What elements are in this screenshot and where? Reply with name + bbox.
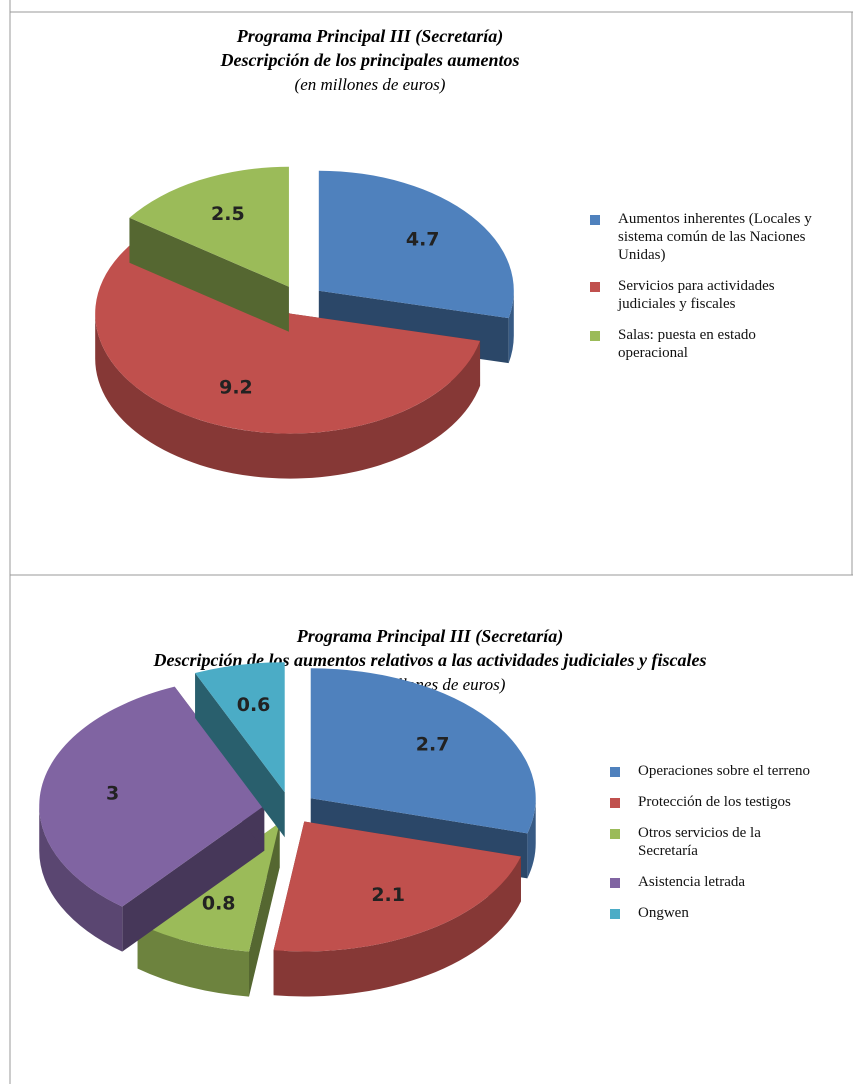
slice-wall: [95, 313, 481, 479]
legend: Aumentos inherentes (Locales y sistema c…: [590, 210, 820, 375]
slice: [195, 662, 285, 838]
data-label: 3: [106, 782, 119, 804]
legend-item: Operaciones sobre el terreno: [610, 762, 820, 780]
data-label: 0.8: [202, 892, 236, 914]
legend-label: Aumentos inherentes (Locales y sistema c…: [618, 211, 812, 263]
legend-swatch: [590, 331, 600, 341]
legend-item: Ongwen: [610, 904, 820, 922]
slice: [129, 166, 289, 332]
slice-top: [273, 821, 521, 952]
data-label: 2.5: [211, 203, 245, 225]
slice-face: [129, 217, 289, 332]
slice: [95, 244, 481, 479]
legend-item: Protección de los testigos: [610, 793, 820, 811]
slice-top: [310, 668, 536, 834]
chart-units: (en millones de euros): [295, 75, 446, 94]
legend-swatch: [610, 909, 620, 919]
legend-label: Ongwen: [638, 905, 689, 921]
legend-label: Operaciones sobre el terreno: [638, 763, 811, 779]
chart-subtitle: Descripción de los principales aumentos: [219, 50, 519, 70]
legend-item: Aumentos inherentes (Locales y sistema c…: [590, 210, 820, 264]
slice-wall: [508, 290, 514, 364]
slice-wall: [39, 805, 123, 952]
data-label: 4.7: [406, 229, 440, 251]
legend-item: Asistencia letrada: [610, 873, 820, 891]
slice-wall: [273, 856, 521, 997]
slice-top: [195, 662, 285, 793]
legend-swatch: [610, 798, 620, 808]
slice-top: [39, 686, 265, 907]
slice-top: [129, 166, 289, 287]
legend-label: Protección de los testigos: [638, 794, 791, 810]
slice: [39, 686, 265, 952]
legend-item: Salas: puesta en estado operacional: [590, 326, 820, 362]
legend-swatch: [610, 878, 620, 888]
data-label: 9.2: [219, 377, 253, 399]
legend-swatch: [610, 829, 620, 839]
slice-face: [195, 672, 285, 838]
legend-label: Otros servicios de la Secretaría: [638, 825, 761, 859]
legend-item: Otros servicios de la Secretaría: [610, 824, 820, 860]
slice-wall: [527, 798, 536, 879]
legend-label: Asistencia letrada: [638, 874, 746, 890]
chart-title: Programa Principal III (Secretaría): [296, 626, 564, 647]
data-label: 2.1: [371, 884, 405, 906]
legend-item: Servicios para actividades judiciales y …: [590, 277, 820, 313]
legend-label: Servicios para actividades judiciales y …: [618, 278, 775, 312]
slice: [273, 821, 521, 997]
legend-swatch: [590, 215, 600, 225]
slice-top: [318, 170, 514, 319]
chart-title: Programa Principal III (Secretaría): [236, 26, 504, 47]
legend-swatch: [610, 767, 620, 777]
chart-subtitle: Descripción de los aumentos relativos a …: [153, 650, 707, 670]
legend: Operaciones sobre el terreno Protección d…: [610, 762, 820, 935]
slice-face: [122, 805, 265, 952]
data-label: 0.6: [237, 694, 271, 716]
legend-swatch: [590, 282, 600, 292]
data-label: 2.7: [416, 733, 450, 755]
slice-wall: [137, 923, 250, 997]
slice-top: [95, 244, 481, 434]
legend-label: Salas: puesta en estado operacional: [618, 327, 756, 361]
